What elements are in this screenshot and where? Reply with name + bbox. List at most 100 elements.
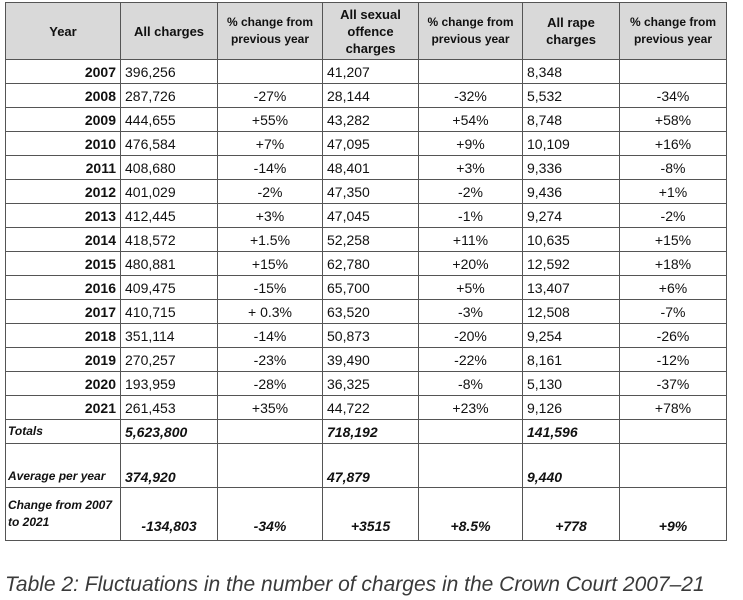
pct-change-all-cell: +55% bbox=[217, 107, 323, 132]
all-charges-cell: 351,114 bbox=[120, 323, 218, 348]
pct-change-sexual-cell: +11% bbox=[418, 227, 523, 252]
rape-cell: 12,508 bbox=[522, 299, 620, 324]
pct-change-all-cell: + 0.3% bbox=[217, 299, 323, 324]
header-year: Year bbox=[5, 2, 121, 60]
all-charges-cell: 409,475 bbox=[120, 275, 218, 300]
all-charges-cell: 412,445 bbox=[120, 203, 218, 228]
totals-pct-all bbox=[217, 419, 323, 444]
all-charges-cell: 480,881 bbox=[120, 251, 218, 276]
pct-change-sexual-cell: -2% bbox=[418, 179, 523, 204]
all-charges-cell: 261,453 bbox=[120, 395, 218, 420]
year-cell: 2008 bbox=[5, 83, 121, 108]
year-cell: 2018 bbox=[5, 323, 121, 348]
all-charges-cell: 418,572 bbox=[120, 227, 218, 252]
all-charges-cell: 287,726 bbox=[120, 83, 218, 108]
sexual-offence-cell: 63,520 bbox=[322, 299, 419, 324]
all-charges-cell: 410,715 bbox=[120, 299, 218, 324]
rape-cell: 13,407 bbox=[522, 275, 620, 300]
year-cell: 2021 bbox=[5, 395, 121, 420]
sexual-offence-cell: 65,700 bbox=[322, 275, 419, 300]
pct-change-all-cell bbox=[217, 59, 323, 84]
change-all-charges: -134,803 bbox=[120, 487, 218, 541]
change-pct-sexual: +8.5% bbox=[418, 487, 523, 541]
year-cell: 2016 bbox=[5, 275, 121, 300]
rape-cell: 8,161 bbox=[522, 347, 620, 372]
rape-cell: 10,635 bbox=[522, 227, 620, 252]
rape-cell: 8,348 bbox=[522, 59, 620, 84]
header-all-charges: All charges bbox=[120, 2, 218, 60]
rape-cell: 5,532 bbox=[522, 83, 620, 108]
rape-cell: 9,254 bbox=[522, 323, 620, 348]
table-row: 2009 444,655 +55% 43,282 +54% 8,748 +58% bbox=[5, 107, 727, 132]
totals-label: Totals bbox=[5, 419, 121, 444]
pct-change-rape-cell: +15% bbox=[619, 227, 727, 252]
pct-change-sexual-cell: -32% bbox=[418, 83, 523, 108]
table-row: 2019 270,257 -23% 39,490 -22% 8,161 -12% bbox=[5, 347, 727, 372]
sexual-offence-cell: 48,401 bbox=[322, 155, 419, 180]
change-rape: +778 bbox=[522, 487, 620, 541]
totals-pct-rape bbox=[619, 419, 727, 444]
pct-change-all-cell: +3% bbox=[217, 203, 323, 228]
sexual-offence-cell: 39,490 bbox=[322, 347, 419, 372]
header-row: Year All charges % change from previous … bbox=[5, 2, 727, 60]
pct-change-sexual-cell: +54% bbox=[418, 107, 523, 132]
table-row: 2007 396,256 41,207 8,348 bbox=[5, 59, 727, 84]
pct-change-rape-cell: +1% bbox=[619, 179, 727, 204]
pct-change-rape-cell: -2% bbox=[619, 203, 727, 228]
totals-sexual-offence: 718,192 bbox=[322, 419, 419, 444]
pct-change-sexual-cell: +9% bbox=[418, 131, 523, 156]
average-all-charges: 374,920 bbox=[120, 443, 218, 488]
year-cell: 2012 bbox=[5, 179, 121, 204]
charges-table: Year All charges % change from previous … bbox=[5, 2, 727, 541]
pct-change-sexual-cell: -22% bbox=[418, 347, 523, 372]
pct-change-rape-cell: -8% bbox=[619, 155, 727, 180]
average-rape: 9,440 bbox=[522, 443, 620, 488]
sexual-offence-cell: 47,045 bbox=[322, 203, 419, 228]
pct-change-rape-cell: -12% bbox=[619, 347, 727, 372]
pct-change-rape-cell: +16% bbox=[619, 131, 727, 156]
table-row: 2011 408,680 -14% 48,401 +3% 9,336 -8% bbox=[5, 155, 727, 180]
pct-change-sexual-cell: -3% bbox=[418, 299, 523, 324]
all-charges-cell: 444,655 bbox=[120, 107, 218, 132]
table-row: 2012 401,029 -2% 47,350 -2% 9,436 +1% bbox=[5, 179, 727, 204]
header-sexual-offence-charges: All sexual offence charges bbox=[322, 2, 419, 60]
pct-change-sexual-cell: +5% bbox=[418, 275, 523, 300]
sexual-offence-cell: 28,144 bbox=[322, 83, 419, 108]
pct-change-sexual-cell: +23% bbox=[418, 395, 523, 420]
table-row: 2017 410,715 + 0.3% 63,520 -3% 12,508 -7% bbox=[5, 299, 727, 324]
header-pct-change-sexual: % change from previous year bbox=[418, 2, 523, 60]
sexual-offence-cell: 44,722 bbox=[322, 395, 419, 420]
pct-change-rape-cell: -26% bbox=[619, 323, 727, 348]
year-cell: 2014 bbox=[5, 227, 121, 252]
table-row: 2013 412,445 +3% 47,045 -1% 9,274 -2% bbox=[5, 203, 727, 228]
all-charges-cell: 193,959 bbox=[120, 371, 218, 396]
header-rape-charges: All rape charges bbox=[522, 2, 620, 60]
rape-cell: 9,336 bbox=[522, 155, 620, 180]
pct-change-all-cell: -23% bbox=[217, 347, 323, 372]
average-sexual-offence: 47,879 bbox=[322, 443, 419, 488]
pct-change-all-cell: -14% bbox=[217, 155, 323, 180]
pct-change-rape-cell: +58% bbox=[619, 107, 727, 132]
rape-cell: 10,109 bbox=[522, 131, 620, 156]
table-row: 2010 476,584 +7% 47,095 +9% 10,109 +16% bbox=[5, 131, 727, 156]
table-row: 2018 351,114 -14% 50,873 -20% 9,254 -26% bbox=[5, 323, 727, 348]
pct-change-all-cell: +15% bbox=[217, 251, 323, 276]
pct-change-sexual-cell bbox=[418, 59, 523, 84]
totals-row: Totals 5,623,800 718,192 141,596 bbox=[5, 419, 727, 444]
pct-change-sexual-cell: -1% bbox=[418, 203, 523, 228]
pct-change-rape-cell bbox=[619, 59, 727, 84]
sexual-offence-cell: 41,207 bbox=[322, 59, 419, 84]
change-sexual-offence: +3515 bbox=[322, 487, 419, 541]
pct-change-all-cell: +7% bbox=[217, 131, 323, 156]
all-charges-cell: 396,256 bbox=[120, 59, 218, 84]
sexual-offence-cell: 47,095 bbox=[322, 131, 419, 156]
year-cell: 2017 bbox=[5, 299, 121, 324]
year-cell: 2011 bbox=[5, 155, 121, 180]
year-cell: 2020 bbox=[5, 371, 121, 396]
change-label: Change from 2007 to 2021 bbox=[5, 487, 121, 541]
table-row: 2016 409,475 -15% 65,700 +5% 13,407 +6% bbox=[5, 275, 727, 300]
table-row: 2021 261,453 +35% 44,722 +23% 9,126 +78% bbox=[5, 395, 727, 420]
all-charges-cell: 408,680 bbox=[120, 155, 218, 180]
pct-change-rape-cell: -34% bbox=[619, 83, 727, 108]
pct-change-sexual-cell: +3% bbox=[418, 155, 523, 180]
